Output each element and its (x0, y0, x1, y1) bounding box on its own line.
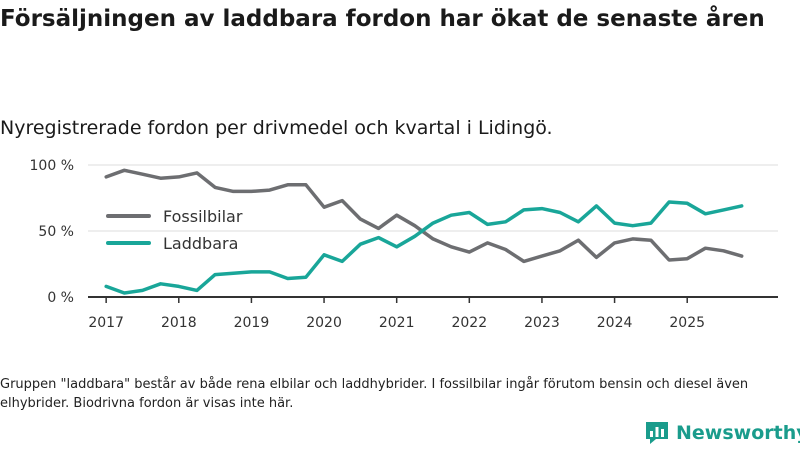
x-tick-label: 2022 (451, 315, 487, 331)
footnote: Gruppen "laddbara" består av både rena e… (0, 377, 749, 411)
brand-name: Newsworthy (676, 422, 800, 444)
x-tick-label: 2024 (597, 315, 633, 331)
legend-label: Fossilbilar (163, 207, 243, 226)
series-line-fossilbilar (104, 168, 744, 264)
x-axis: 2017 2018 2019 2020 2021 2022 2023 2024 2025 (88, 297, 705, 331)
y-axis: 0 % 50 % 100 % (30, 158, 74, 306)
x-tick-label: 2017 (88, 315, 124, 331)
y-tick-label: 0 % (47, 290, 74, 306)
y-tick-label: 100 % (30, 158, 74, 174)
x-tick-label: 2020 (306, 315, 342, 331)
newsworthy-logo-icon (646, 422, 668, 444)
x-tick-label: 2025 (669, 315, 705, 331)
series-lines (104, 168, 744, 295)
series-line-laddbara (104, 200, 744, 295)
x-tick-label: 2023 (524, 315, 560, 331)
y-tick-label: 50 % (38, 224, 74, 240)
line-chart: 0 % 50 % 100 % 2017 2018 2019 2020 2021 2022 202… (30, 158, 778, 331)
legend: Fossilbilar Laddbara (106, 207, 243, 253)
chart-subtitle: Nyregistrerade fordon per drivmedel och … (0, 117, 553, 139)
gridlines (88, 164, 778, 298)
x-tick-label: 2019 (234, 315, 270, 331)
x-tick-label: 2018 (161, 315, 197, 331)
x-tick-label: 2021 (379, 315, 415, 331)
brand-logo: Newsworthy (644, 420, 800, 446)
chart-title: Försäljningen av laddbara fordon har öka… (0, 6, 765, 32)
legend-label: Laddbara (163, 234, 238, 253)
